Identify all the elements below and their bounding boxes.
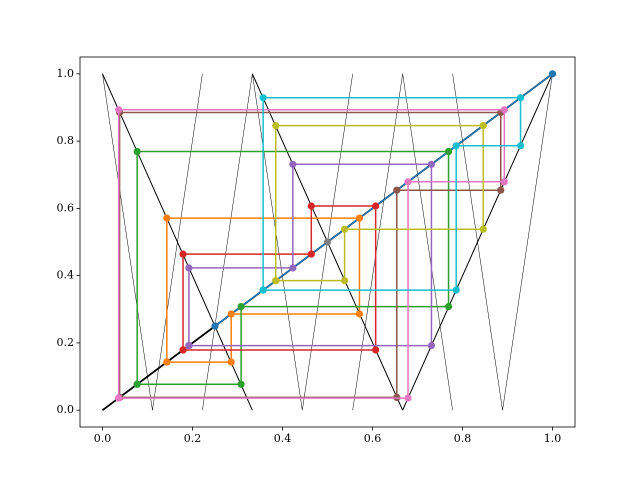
point: [372, 346, 380, 354]
x-tick-label: 0.6: [364, 432, 382, 445]
point: [179, 250, 187, 258]
point: [323, 238, 332, 246]
y-tick-label: 1.0: [57, 67, 75, 80]
point: [185, 264, 193, 272]
point: [227, 310, 235, 318]
point: [516, 94, 525, 102]
axes-frame: [79, 56, 576, 428]
point: [133, 147, 141, 156]
point: [452, 142, 460, 150]
point: [115, 394, 123, 402]
point: [289, 160, 297, 168]
y-tick-label: 0.6: [57, 201, 75, 214]
point: [372, 202, 380, 210]
series-line: [214, 73, 553, 327]
series-line: [102, 73, 553, 411]
point: [500, 106, 508, 114]
x-tick-label: 0.8: [454, 432, 472, 445]
point: [404, 178, 412, 186]
point: [307, 250, 315, 258]
point: [307, 202, 315, 210]
point: [237, 302, 245, 311]
point: [115, 106, 123, 114]
point: [444, 147, 453, 156]
point: [479, 122, 487, 130]
point: [237, 380, 245, 388]
point: [185, 342, 193, 350]
point: [163, 214, 171, 222]
point: [341, 225, 349, 233]
y-tick-label: 0.2: [57, 336, 75, 349]
point: [516, 142, 525, 150]
y-tick-label: 0.4: [57, 269, 75, 282]
point: [500, 178, 508, 186]
point: [163, 358, 171, 366]
point: [548, 70, 557, 78]
point: [259, 286, 267, 294]
point: [341, 277, 349, 285]
point: [427, 342, 436, 350]
point: [355, 310, 364, 318]
point: [355, 214, 364, 222]
point: [479, 225, 487, 233]
point: [393, 186, 401, 194]
x-tick-label: 0.2: [184, 432, 202, 445]
plot-area: [101, 70, 557, 411]
point: [227, 358, 235, 366]
y-tick-label: 0.8: [57, 134, 75, 147]
x-tick-label: 0.0: [94, 432, 112, 445]
point: [427, 160, 436, 168]
point: [179, 346, 187, 354]
point: [497, 186, 505, 194]
point: [404, 394, 412, 402]
x-tick-label: 1.0: [544, 432, 562, 445]
point: [259, 94, 267, 102]
point: [289, 264, 297, 272]
y-tick-label: 0.0: [57, 403, 75, 416]
point: [272, 277, 280, 285]
point: [211, 322, 219, 330]
x-tick-label: 0.4: [274, 432, 292, 445]
point: [272, 122, 280, 130]
point: [452, 286, 460, 294]
point: [133, 380, 141, 388]
point: [444, 302, 453, 311]
